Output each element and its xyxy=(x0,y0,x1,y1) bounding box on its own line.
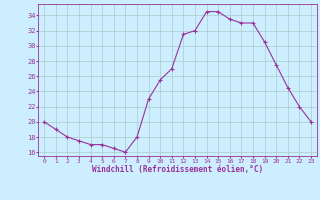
X-axis label: Windchill (Refroidissement éolien,°C): Windchill (Refroidissement éolien,°C) xyxy=(92,165,263,174)
